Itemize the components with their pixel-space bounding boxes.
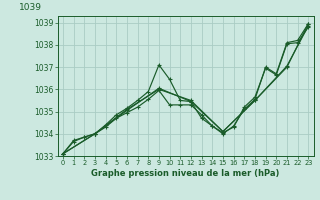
X-axis label: Graphe pression niveau de la mer (hPa): Graphe pression niveau de la mer (hPa) <box>92 169 280 178</box>
Text: 1039: 1039 <box>19 3 42 12</box>
